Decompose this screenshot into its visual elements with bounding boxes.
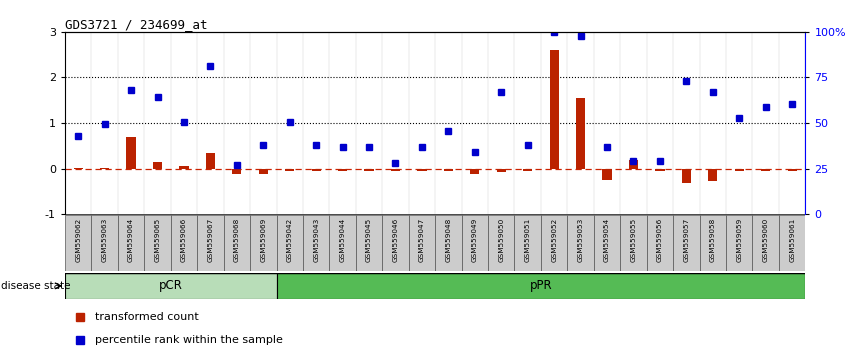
Text: GSM559052: GSM559052 [551,218,557,262]
Text: GSM559067: GSM559067 [207,218,213,262]
Bar [647,215,673,271]
Bar [65,273,276,299]
Bar [700,215,726,271]
Text: GSM559060: GSM559060 [763,218,769,262]
Bar [100,168,109,169]
Text: GSM559044: GSM559044 [339,218,346,262]
Text: GSM559050: GSM559050 [498,218,504,262]
Text: GSM559061: GSM559061 [789,218,795,262]
Bar [312,169,320,171]
Bar [303,215,329,271]
Bar [567,215,594,271]
Bar [629,160,638,169]
Text: transformed count: transformed count [94,312,198,322]
Bar [382,215,409,271]
Bar [276,215,303,271]
Bar [206,153,215,169]
Bar [417,169,427,171]
Bar [673,215,700,271]
Text: GDS3721 / 234699_at: GDS3721 / 234699_at [65,18,208,31]
Bar [356,215,382,271]
Text: percentile rank within the sample: percentile rank within the sample [94,335,282,345]
Bar [576,98,585,169]
Bar [126,137,136,169]
Bar [171,215,197,271]
Bar [488,215,514,271]
Text: GSM559063: GSM559063 [101,218,107,262]
Text: GSM559045: GSM559045 [366,218,372,262]
Bar [153,162,162,169]
Text: GSM559042: GSM559042 [287,218,293,262]
Text: GSM559066: GSM559066 [181,218,187,262]
Text: GSM559059: GSM559059 [736,218,742,262]
Bar [779,215,805,271]
Bar [682,169,691,183]
Bar [179,166,189,169]
Bar [656,169,664,171]
Bar [708,169,717,181]
Bar [329,215,356,271]
Text: GSM559049: GSM559049 [472,218,478,262]
Text: GSM559046: GSM559046 [392,218,398,262]
Bar [74,168,83,169]
Text: pCR: pCR [158,279,183,292]
Bar [259,169,268,174]
Text: pPR: pPR [530,279,553,292]
Bar [285,169,294,171]
Bar [514,215,541,271]
Bar [223,215,250,271]
Text: GSM559065: GSM559065 [154,218,160,262]
Bar [603,169,611,180]
Bar [276,273,805,299]
Text: GSM559047: GSM559047 [419,218,425,262]
Bar [594,215,620,271]
Text: GSM559069: GSM559069 [261,218,266,262]
Bar [550,50,559,169]
Bar [620,215,647,271]
Bar [541,215,567,271]
Text: GSM559056: GSM559056 [657,218,663,262]
Text: GSM559054: GSM559054 [604,218,610,262]
Bar [753,215,779,271]
Bar [338,169,347,171]
Bar [734,169,744,171]
Bar [409,215,435,271]
Bar [726,215,753,271]
Text: GSM559057: GSM559057 [683,218,689,262]
Text: GSM559062: GSM559062 [75,218,81,262]
Text: GSM559068: GSM559068 [234,218,240,262]
Bar [391,169,400,171]
Bar [118,215,145,271]
Bar [197,215,223,271]
Bar [365,169,374,171]
Text: GSM559058: GSM559058 [710,218,716,262]
Bar [92,215,118,271]
Bar [496,169,506,172]
Bar [232,169,242,174]
Text: GSM559043: GSM559043 [313,218,320,262]
Bar [470,169,480,174]
Text: GSM559053: GSM559053 [578,218,584,262]
Bar [65,215,92,271]
Text: GSM559064: GSM559064 [128,218,134,262]
Text: disease state: disease state [1,281,70,291]
Bar [462,215,488,271]
Bar [145,215,171,271]
Bar [435,215,462,271]
Text: GSM559051: GSM559051 [525,218,531,262]
Bar [523,169,533,171]
Bar [761,169,771,171]
Bar [787,169,797,171]
Bar [250,215,276,271]
Text: GSM559048: GSM559048 [445,218,451,262]
Text: GSM559055: GSM559055 [630,218,637,262]
Bar [443,169,453,171]
